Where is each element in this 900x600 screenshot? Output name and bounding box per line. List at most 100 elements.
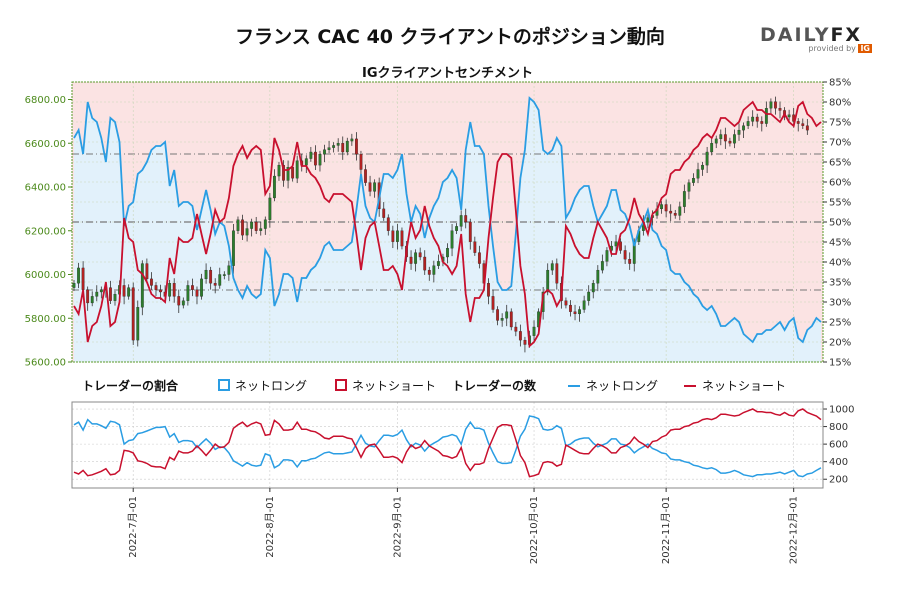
logo-subline: provided by IG (760, 44, 872, 53)
price-candle (122, 285, 126, 297)
price-candle (241, 219, 244, 236)
legend-short-text: ネットショート (352, 379, 436, 393)
price-candle (236, 219, 240, 231)
price-candle (177, 296, 181, 306)
price-candle (327, 147, 331, 150)
price-candle (550, 263, 554, 271)
price-tick-label: 6000.00 (25, 270, 66, 281)
price-candle (386, 217, 390, 231)
date-tick-label: 2022-10月-01 (528, 496, 540, 564)
price-candle (728, 140, 732, 144)
price-candle (710, 143, 714, 153)
price-candle (204, 269, 208, 280)
price-candle (523, 339, 527, 345)
price-candle (423, 256, 427, 271)
price-candle (418, 252, 422, 258)
dailyfx-logo: DAILYFX provided by IG (760, 24, 872, 53)
price-candle (323, 149, 326, 155)
price-candle (468, 221, 472, 242)
pct-tick-label: 25% (829, 318, 851, 329)
pct-tick-label: 15% (829, 358, 851, 369)
price-candle (669, 210, 673, 214)
long-count-line (73, 415, 822, 478)
price-candle (446, 248, 449, 258)
price-candle (760, 121, 764, 124)
price-candle (455, 226, 459, 231)
price-candle (509, 311, 513, 328)
price-candle (705, 151, 709, 166)
price-candle (145, 263, 149, 280)
price-tick-label: 5800.00 (25, 314, 66, 325)
price-candle (487, 283, 490, 297)
price-candle (109, 287, 112, 301)
price-candle (99, 289, 103, 293)
date-tick-label: 2022-9月-01 (391, 496, 403, 558)
price-candle (304, 158, 308, 166)
date-tick-label: 2022-12月-01 (788, 496, 800, 564)
price-candle (505, 311, 509, 319)
price-candle (286, 167, 290, 181)
price-candle (314, 151, 317, 166)
price-candle (491, 296, 495, 310)
price-candle (591, 283, 595, 293)
price-candle (778, 108, 782, 111)
price-tick-label: 5600.00 (25, 358, 66, 369)
logo-sub-text: provided by (808, 44, 856, 53)
date-tick-label: 2022-8月-01 (264, 496, 276, 558)
price-candle (518, 331, 522, 341)
price-candle (273, 175, 276, 199)
price-candle (514, 326, 518, 332)
price-candle (209, 269, 213, 284)
price-candle (350, 138, 354, 142)
price-candle (368, 182, 372, 192)
count-tick-label: 400 (829, 457, 848, 468)
price-candle (464, 215, 468, 223)
price-candle (332, 145, 336, 148)
price-candle (400, 230, 404, 247)
price-candle (95, 291, 99, 297)
price-candle (359, 154, 363, 170)
price-candle (774, 101, 777, 109)
price-candle (222, 274, 226, 276)
price-candle (250, 221, 254, 229)
net-short-pct-line (73, 100, 822, 348)
logo-wordmark: DAILYFX (760, 24, 872, 46)
price-candle (578, 309, 581, 315)
price-candle (596, 269, 600, 284)
price-candle (218, 274, 222, 286)
price-candle (587, 291, 591, 301)
price-candle (477, 252, 481, 264)
price-candle (719, 134, 723, 140)
price-candle (787, 114, 791, 118)
price-candle (195, 289, 199, 297)
price-candle (605, 250, 609, 262)
price-candle (345, 140, 349, 153)
price-tick-label: 6400.00 (25, 183, 66, 194)
price-candle (268, 197, 272, 220)
pct-tick-label: 20% (829, 338, 851, 349)
pct-tick-label: 80% (829, 98, 851, 109)
price-tick-label: 6200.00 (25, 226, 66, 237)
price-candle (341, 143, 345, 153)
price-candle (628, 259, 632, 264)
pct-tick-label: 40% (829, 258, 851, 269)
price-candle (291, 167, 295, 179)
long-sentiment-area (74, 98, 821, 362)
price-candle (450, 230, 454, 249)
price-candle (232, 230, 235, 266)
price-candle (259, 228, 263, 231)
price-candle (701, 164, 704, 170)
price-candle (150, 278, 153, 286)
price-candle (427, 269, 431, 275)
price-candle (200, 278, 203, 297)
price-candle (532, 326, 536, 336)
legend-long-count-text: ネットロング (586, 379, 658, 393)
price-candle (90, 296, 94, 304)
price-candle (687, 182, 691, 192)
price-candle (436, 261, 440, 266)
pct-tick-label: 45% (829, 238, 851, 249)
price-candle (432, 265, 436, 275)
price-candle (127, 287, 131, 297)
price-tick-label: 6800.00 (25, 95, 66, 106)
price-candle (172, 283, 176, 297)
